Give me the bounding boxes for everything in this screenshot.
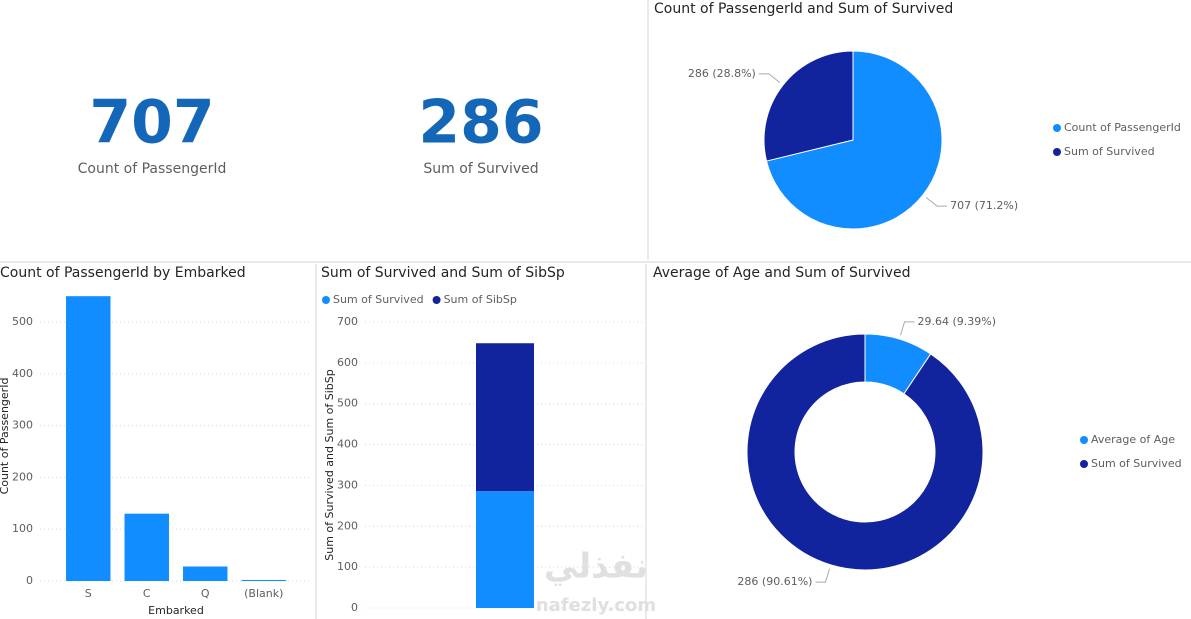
legend-marker xyxy=(1080,460,1088,468)
bar xyxy=(124,513,169,581)
card-label: Sum of Survived xyxy=(423,161,538,177)
data-label: 286 (90.61%) xyxy=(737,575,812,588)
bar xyxy=(66,296,111,581)
pie-slice xyxy=(765,50,943,230)
y-tick-label: 700 xyxy=(337,315,358,328)
leader-line xyxy=(758,73,781,83)
y-tick-label: 100 xyxy=(337,560,358,573)
data-label: 286 (28.8%) xyxy=(688,67,756,80)
y-tick-label: 0 xyxy=(351,601,358,614)
y-tick-label: 200 xyxy=(12,470,33,483)
y-tick-label: 400 xyxy=(12,367,33,380)
legend-label: Average of Age xyxy=(1091,433,1175,446)
legend-label: Sum of Survived xyxy=(333,293,424,306)
x-tick-label: Q xyxy=(201,587,210,600)
watermark: nafezly.com xyxy=(536,595,656,616)
card-label: Count of PassengerId xyxy=(78,161,227,177)
chart-title: Count of PassengerId and Sum of Survived xyxy=(654,1,953,17)
y-tick-label: 100 xyxy=(12,522,33,535)
leader-line xyxy=(899,321,915,336)
legend-label: Sum of SibSp xyxy=(444,293,517,306)
data-label: 707 (71.2%) xyxy=(950,199,1018,212)
bar-segment xyxy=(476,343,534,492)
watermark: نفذلي xyxy=(544,547,648,587)
chart-title: Average of Age and Sum of Survived xyxy=(653,265,910,281)
donut-slice xyxy=(746,333,984,571)
legend-marker xyxy=(1080,436,1088,444)
y-tick-label: 200 xyxy=(337,519,358,532)
x-tick-label: (Blank) xyxy=(244,587,283,600)
x-tick-label: S xyxy=(85,587,92,600)
bar xyxy=(241,579,286,581)
legend-marker xyxy=(432,296,441,304)
card-value: 707 xyxy=(89,88,214,158)
legend-label: Sum of Survived xyxy=(1091,457,1182,470)
legend-marker xyxy=(322,296,330,304)
legend-label: Count of PassengerId xyxy=(1064,121,1181,134)
leader-line xyxy=(925,197,948,207)
x-tick-label: C xyxy=(143,587,151,600)
y-tick-label: 400 xyxy=(337,438,358,451)
y-axis-label: Sum of Survived and Sum of SibSp xyxy=(323,369,336,561)
chart-title: Count of PassengerId by Embarked xyxy=(0,265,246,281)
legend-label: Sum of Survived xyxy=(1064,145,1155,158)
chart-title: Sum of Survived and Sum of SibSp xyxy=(321,265,565,281)
leader-line xyxy=(815,568,831,583)
y-tick-label: 500 xyxy=(337,397,358,410)
y-tick-label: 0 xyxy=(26,574,33,587)
y-axis-label: Count of PassengerId xyxy=(0,378,11,495)
y-tick-label: 500 xyxy=(12,315,33,328)
x-axis-label: Embarked xyxy=(148,604,204,617)
y-tick-label: 300 xyxy=(12,419,33,432)
bar xyxy=(183,566,228,581)
bar-segment xyxy=(476,491,534,608)
legend-marker xyxy=(1053,124,1061,132)
y-tick-label: 600 xyxy=(337,356,358,369)
legend-marker xyxy=(1053,148,1061,156)
data-label: 29.64 (9.39%) xyxy=(918,315,997,328)
card-value: 286 xyxy=(418,88,543,158)
pie-slice xyxy=(763,50,854,162)
y-tick-label: 300 xyxy=(337,478,358,491)
